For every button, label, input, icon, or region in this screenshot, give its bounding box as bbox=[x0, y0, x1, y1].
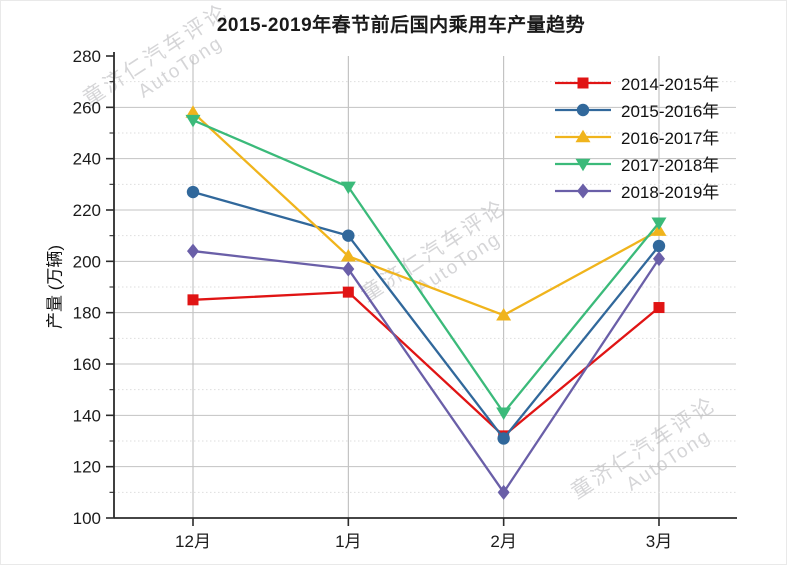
gridlines bbox=[114, 56, 736, 518]
data-point-marker bbox=[496, 308, 512, 321]
series-2015-2016年 bbox=[186, 185, 666, 445]
data-point-marker bbox=[342, 286, 354, 298]
legend-item: 2014-2015年 bbox=[552, 69, 719, 96]
legend-marker-glyph bbox=[577, 77, 589, 88]
data-point-marker bbox=[187, 294, 199, 306]
y-axis-title: 产量 (万辆) bbox=[45, 244, 65, 330]
data-point-marker bbox=[651, 217, 667, 231]
legend-marker-glyph bbox=[576, 103, 590, 116]
data-point-marker bbox=[652, 251, 665, 267]
x-tick-label: 3月 bbox=[646, 532, 672, 551]
series-line bbox=[191, 249, 661, 494]
legend-marker bbox=[555, 129, 611, 142]
legend-marker-glyph bbox=[575, 158, 591, 171]
data-point-marker bbox=[340, 249, 356, 262]
data-point-marker bbox=[342, 261, 355, 277]
y-tick-label: 220 bbox=[73, 201, 101, 220]
data-point-marker bbox=[497, 484, 510, 500]
y-tick-label: 200 bbox=[73, 252, 101, 271]
y-tick-label: 140 bbox=[73, 406, 101, 425]
legend-label: 2014-2015年 bbox=[621, 75, 720, 94]
data-point-marker bbox=[342, 229, 355, 242]
legend-marker bbox=[555, 158, 611, 171]
legend-marker bbox=[555, 103, 611, 116]
axes: 100 120 140 160 180 200 220 240 260 280 12月 1月 2月 3月 bbox=[73, 47, 737, 551]
x-tick-label: 1月 bbox=[335, 532, 361, 551]
series-line bbox=[191, 290, 661, 438]
legend-label: 2018-2019年 bbox=[621, 183, 720, 202]
data-point-marker bbox=[185, 114, 201, 128]
legend-item: 2016-2017年 bbox=[552, 123, 719, 150]
y-tick-label: 180 bbox=[73, 304, 101, 323]
legend-marker bbox=[555, 183, 611, 198]
series-2017-2018年 bbox=[185, 114, 667, 420]
data-point-marker bbox=[187, 243, 199, 259]
legend: 2014-2015年 2015-2016年 2016-2017年 2017-2018年… bbox=[552, 69, 719, 204]
y-tick-label: 280 bbox=[73, 47, 101, 66]
legend-marker-glyph bbox=[577, 183, 589, 198]
y-tick-label: 120 bbox=[73, 458, 101, 477]
y-tick-label: 100 bbox=[73, 509, 101, 528]
x-tick-label: 2月 bbox=[490, 532, 516, 551]
data-point-marker bbox=[653, 302, 665, 314]
data-point-marker bbox=[497, 432, 510, 445]
legend-item: 2018-2019年 bbox=[552, 177, 719, 204]
legend-label: 2016-2017年 bbox=[621, 129, 720, 148]
legend-marker bbox=[555, 77, 611, 88]
x-tick-label: 12月 bbox=[175, 532, 211, 551]
legend-label: 2017-2018年 bbox=[621, 156, 720, 175]
chart-title: 2015-2019年春节前后国内乘用车产量趋势 bbox=[216, 15, 586, 36]
data-point-marker bbox=[340, 181, 356, 195]
data-point-marker bbox=[186, 185, 200, 199]
data-point-marker bbox=[496, 407, 512, 420]
legend-item: 2015-2016年 bbox=[552, 96, 719, 123]
data-point-marker bbox=[652, 239, 666, 253]
y-tick-label: 240 bbox=[73, 150, 101, 169]
y-tick-label: 260 bbox=[73, 98, 101, 117]
legend-marker-glyph bbox=[575, 129, 591, 142]
y-tick-label: 160 bbox=[73, 355, 101, 374]
series-line bbox=[191, 111, 661, 317]
series-line bbox=[191, 190, 661, 440]
legend-item: 2017-2018年 bbox=[552, 150, 719, 177]
legend-label: 2015-2016年 bbox=[621, 102, 720, 121]
series-2018-2019年 bbox=[187, 243, 665, 500]
data-point-marker bbox=[185, 105, 201, 118]
series-line bbox=[191, 119, 661, 414]
